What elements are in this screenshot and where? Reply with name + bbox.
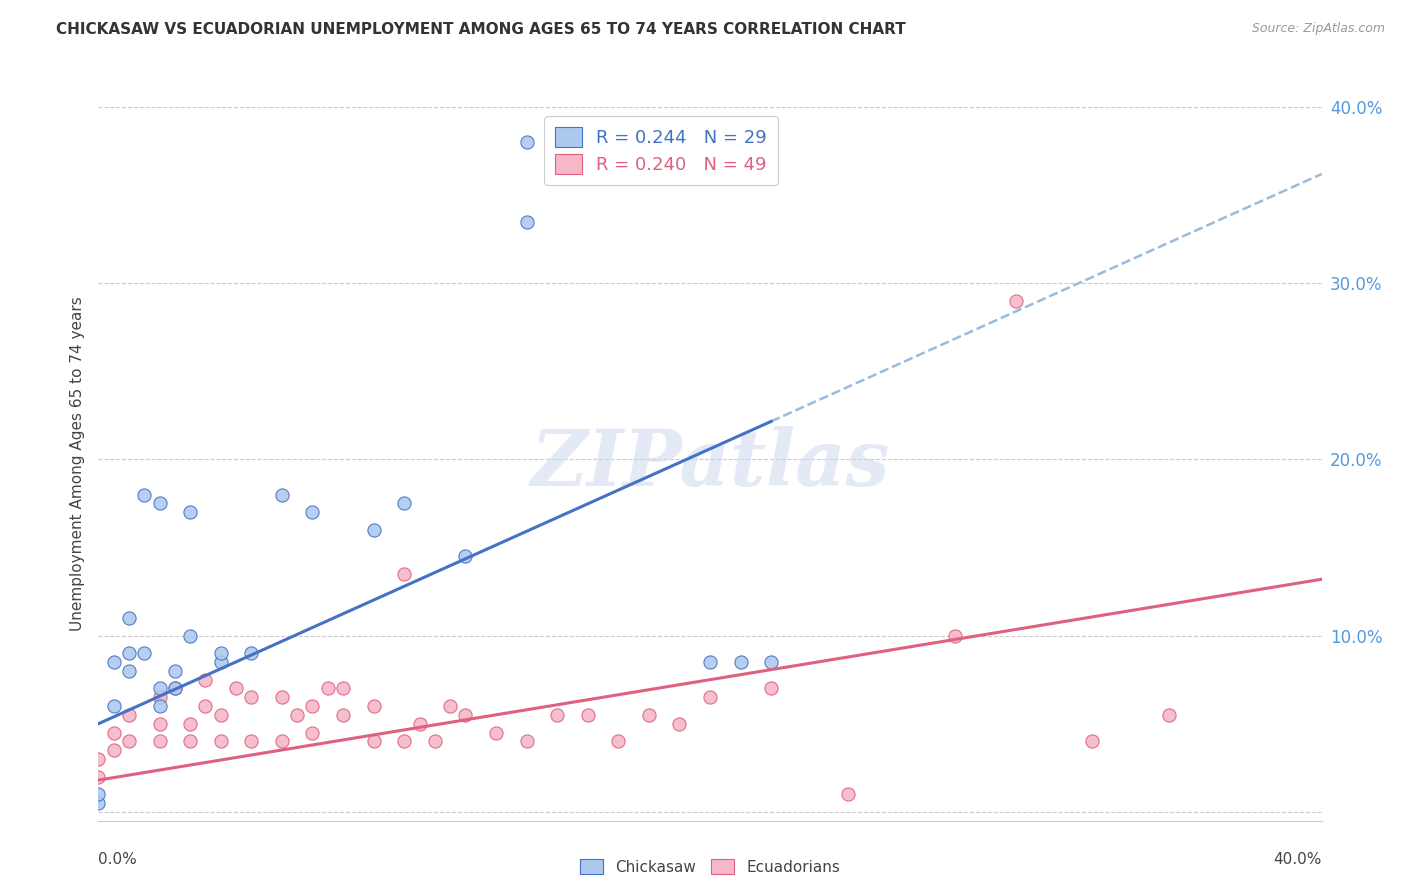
Point xyxy=(209,655,232,669)
Text: CHICKASAW VS ECUADORIAN UNEMPLOYMENT AMONG AGES 65 TO 74 YEARS CORRELATION CHART: CHICKASAW VS ECUADORIAN UNEMPLOYMENT AMO… xyxy=(56,22,905,37)
Point xyxy=(209,734,232,748)
Point xyxy=(408,716,430,731)
Point xyxy=(392,496,416,510)
Point xyxy=(607,734,630,748)
Point xyxy=(316,681,339,696)
Text: Source: ZipAtlas.com: Source: ZipAtlas.com xyxy=(1251,22,1385,36)
Point xyxy=(301,725,323,739)
Point xyxy=(163,681,186,696)
Point xyxy=(240,690,263,705)
Point xyxy=(699,690,721,705)
Point xyxy=(225,681,247,696)
Point xyxy=(837,787,859,801)
Point xyxy=(87,770,110,784)
Point xyxy=(332,681,354,696)
Point xyxy=(209,707,232,722)
Point xyxy=(118,664,141,678)
Point xyxy=(118,707,141,722)
Point xyxy=(194,673,217,687)
Point xyxy=(118,611,141,625)
Point xyxy=(179,629,201,643)
Point xyxy=(179,734,201,748)
Point xyxy=(149,690,172,705)
Point xyxy=(270,690,292,705)
Point xyxy=(270,734,292,748)
Y-axis label: Unemployment Among Ages 65 to 74 years: Unemployment Among Ages 65 to 74 years xyxy=(69,296,84,632)
Text: ZIPatlas: ZIPatlas xyxy=(530,425,890,502)
Point xyxy=(301,699,323,714)
Point xyxy=(759,655,782,669)
Point xyxy=(179,505,201,519)
Point xyxy=(943,629,966,643)
Text: 40.0%: 40.0% xyxy=(1274,853,1322,867)
Point xyxy=(149,496,172,510)
Point xyxy=(637,707,661,722)
Point xyxy=(668,716,690,731)
Point xyxy=(103,699,125,714)
Point xyxy=(332,707,354,722)
Point xyxy=(87,752,110,766)
Point xyxy=(179,716,201,731)
Point xyxy=(87,796,110,810)
Point xyxy=(240,734,263,748)
Point xyxy=(516,214,538,228)
Point xyxy=(134,646,156,660)
Point xyxy=(149,681,172,696)
Point xyxy=(103,655,125,669)
Point xyxy=(576,707,599,722)
Point xyxy=(363,523,385,537)
Point xyxy=(363,734,385,748)
Point xyxy=(363,699,385,714)
Point xyxy=(392,566,416,581)
Point xyxy=(209,646,232,660)
Text: 0.0%: 0.0% xyxy=(98,853,138,867)
Point xyxy=(163,681,186,696)
Point xyxy=(118,734,141,748)
Point xyxy=(149,699,172,714)
Point xyxy=(454,549,477,564)
Point xyxy=(485,725,508,739)
Point xyxy=(423,734,446,748)
Point xyxy=(439,699,461,714)
Point xyxy=(301,505,323,519)
Point xyxy=(118,646,141,660)
Point xyxy=(240,646,263,660)
Point xyxy=(516,136,538,150)
Point xyxy=(87,787,110,801)
Point xyxy=(103,725,125,739)
Point xyxy=(270,488,292,502)
Legend: Chickasaw, Ecuadorians: Chickasaw, Ecuadorians xyxy=(574,853,846,880)
Point xyxy=(163,664,186,678)
Point xyxy=(699,655,721,669)
Point xyxy=(285,707,308,722)
Point xyxy=(134,488,156,502)
Point xyxy=(454,707,477,722)
Point xyxy=(194,699,217,714)
Point xyxy=(149,716,172,731)
Point xyxy=(546,707,568,722)
Point xyxy=(149,734,172,748)
Point xyxy=(392,734,416,748)
Point xyxy=(730,655,752,669)
Point xyxy=(759,681,782,696)
Point xyxy=(1157,707,1180,722)
Point xyxy=(1004,293,1026,308)
Point xyxy=(103,743,125,757)
Point xyxy=(516,734,538,748)
Point xyxy=(1081,734,1104,748)
